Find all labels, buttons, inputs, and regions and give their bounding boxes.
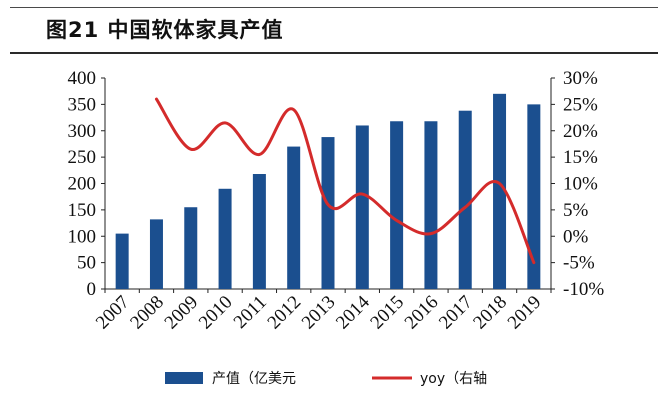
left-tick-label: 150 [68, 200, 97, 221]
x-tick-label: 2018 [469, 292, 511, 334]
bar [493, 93, 507, 289]
x-tick-label: 2008 [126, 292, 168, 334]
bar [149, 219, 163, 289]
chart-title: 图21 中国软体家具产值 [46, 18, 284, 42]
x-tick-label: 2016 [401, 292, 443, 334]
bar [355, 125, 369, 289]
right-tick-label: 25% [563, 94, 598, 115]
x-tick-label: 2019 [504, 292, 546, 334]
left-tick-label: 50 [77, 253, 96, 274]
bar [287, 146, 301, 289]
bar [424, 121, 438, 289]
bar [527, 104, 541, 289]
bar [390, 121, 404, 289]
right-tick-label: -5% [563, 253, 595, 274]
right-tick-label: 20% [563, 121, 598, 142]
legend: 产值（亿美元 yoy（右轴 [165, 371, 487, 387]
right-tick-label: -10% [563, 279, 604, 300]
legend-line-label: yoy（右轴 [420, 371, 487, 387]
x-tick-label: 2010 [195, 292, 237, 334]
top-rule [10, 7, 658, 8]
left-tick-label: 0 [87, 279, 97, 300]
left-tick-label: 250 [68, 147, 97, 168]
bar [252, 174, 266, 289]
right-tick-label: 5% [563, 200, 589, 221]
x-tick-label: 2013 [298, 292, 340, 334]
x-tick-label: 2014 [332, 291, 374, 333]
x-tick-label: 2011 [230, 292, 271, 333]
x-tick-label: 2007 [92, 292, 134, 334]
bar [115, 233, 129, 289]
x-tick-label: 2012 [264, 292, 306, 334]
left-tick-label: 100 [68, 226, 97, 247]
legend-bar-swatch [165, 372, 203, 384]
yoy-series [154, 97, 536, 265]
left-tick-label: 200 [68, 174, 97, 195]
right-tick-label: 0% [563, 226, 589, 247]
right-tick-label: 10% [563, 174, 598, 195]
x-tick-label: 2017 [435, 292, 477, 334]
bar [321, 137, 335, 289]
bar [458, 110, 472, 289]
bar [218, 188, 232, 289]
right-tick-label: 30% [563, 68, 598, 89]
x-tick-label: 2009 [161, 292, 203, 334]
yoy-line [154, 97, 536, 265]
axes: 0 50 100 150 200 250 300 350 400 -10% -5% 0% 5% 10% 15… [68, 68, 605, 333]
bar [184, 207, 198, 289]
right-tick-label: 15% [563, 147, 598, 168]
left-tick-label: 350 [68, 94, 97, 115]
legend-bar-label: 产值（亿美元 [212, 371, 296, 387]
title-underline [10, 52, 658, 54]
left-tick-label: 300 [68, 121, 97, 142]
x-tick-label: 2015 [366, 292, 408, 334]
bar-series [115, 93, 541, 289]
left-tick-label: 400 [68, 68, 97, 89]
